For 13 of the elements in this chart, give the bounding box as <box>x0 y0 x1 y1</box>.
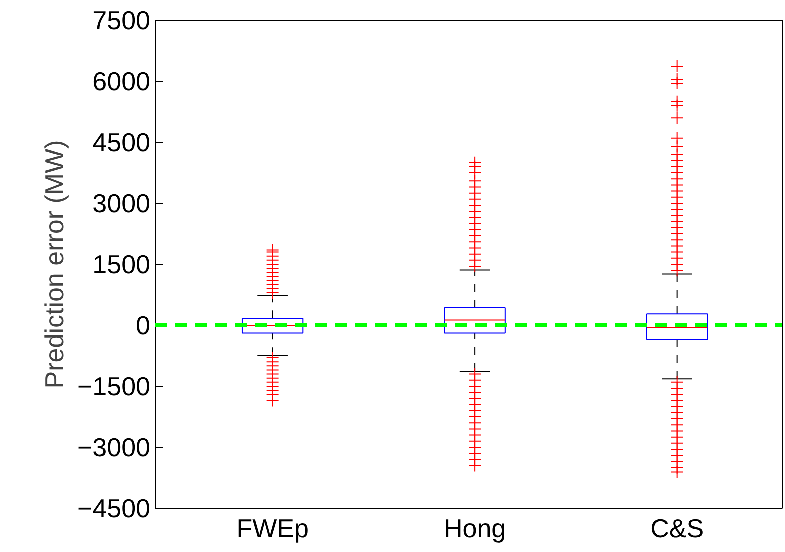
y-tick-label: −3000 <box>77 432 151 462</box>
y-axis-title: Prediction error (MW) <box>39 140 70 389</box>
x-tick-label: FWEp <box>236 514 309 544</box>
y-tick-label: 3000 <box>92 188 151 218</box>
x-tick-label: Hong <box>444 514 506 544</box>
y-tick-label: 6000 <box>92 66 151 96</box>
y-tick-label: 0 <box>136 310 151 340</box>
y-tick-label: −4500 <box>77 494 151 524</box>
y-tick-label: 7500 <box>92 6 151 36</box>
y-tick-label: −1500 <box>77 372 151 402</box>
y-tick-label: 4500 <box>92 128 151 158</box>
x-tick-label: C&S <box>650 514 704 544</box>
y-tick-label: 1500 <box>92 250 151 280</box>
